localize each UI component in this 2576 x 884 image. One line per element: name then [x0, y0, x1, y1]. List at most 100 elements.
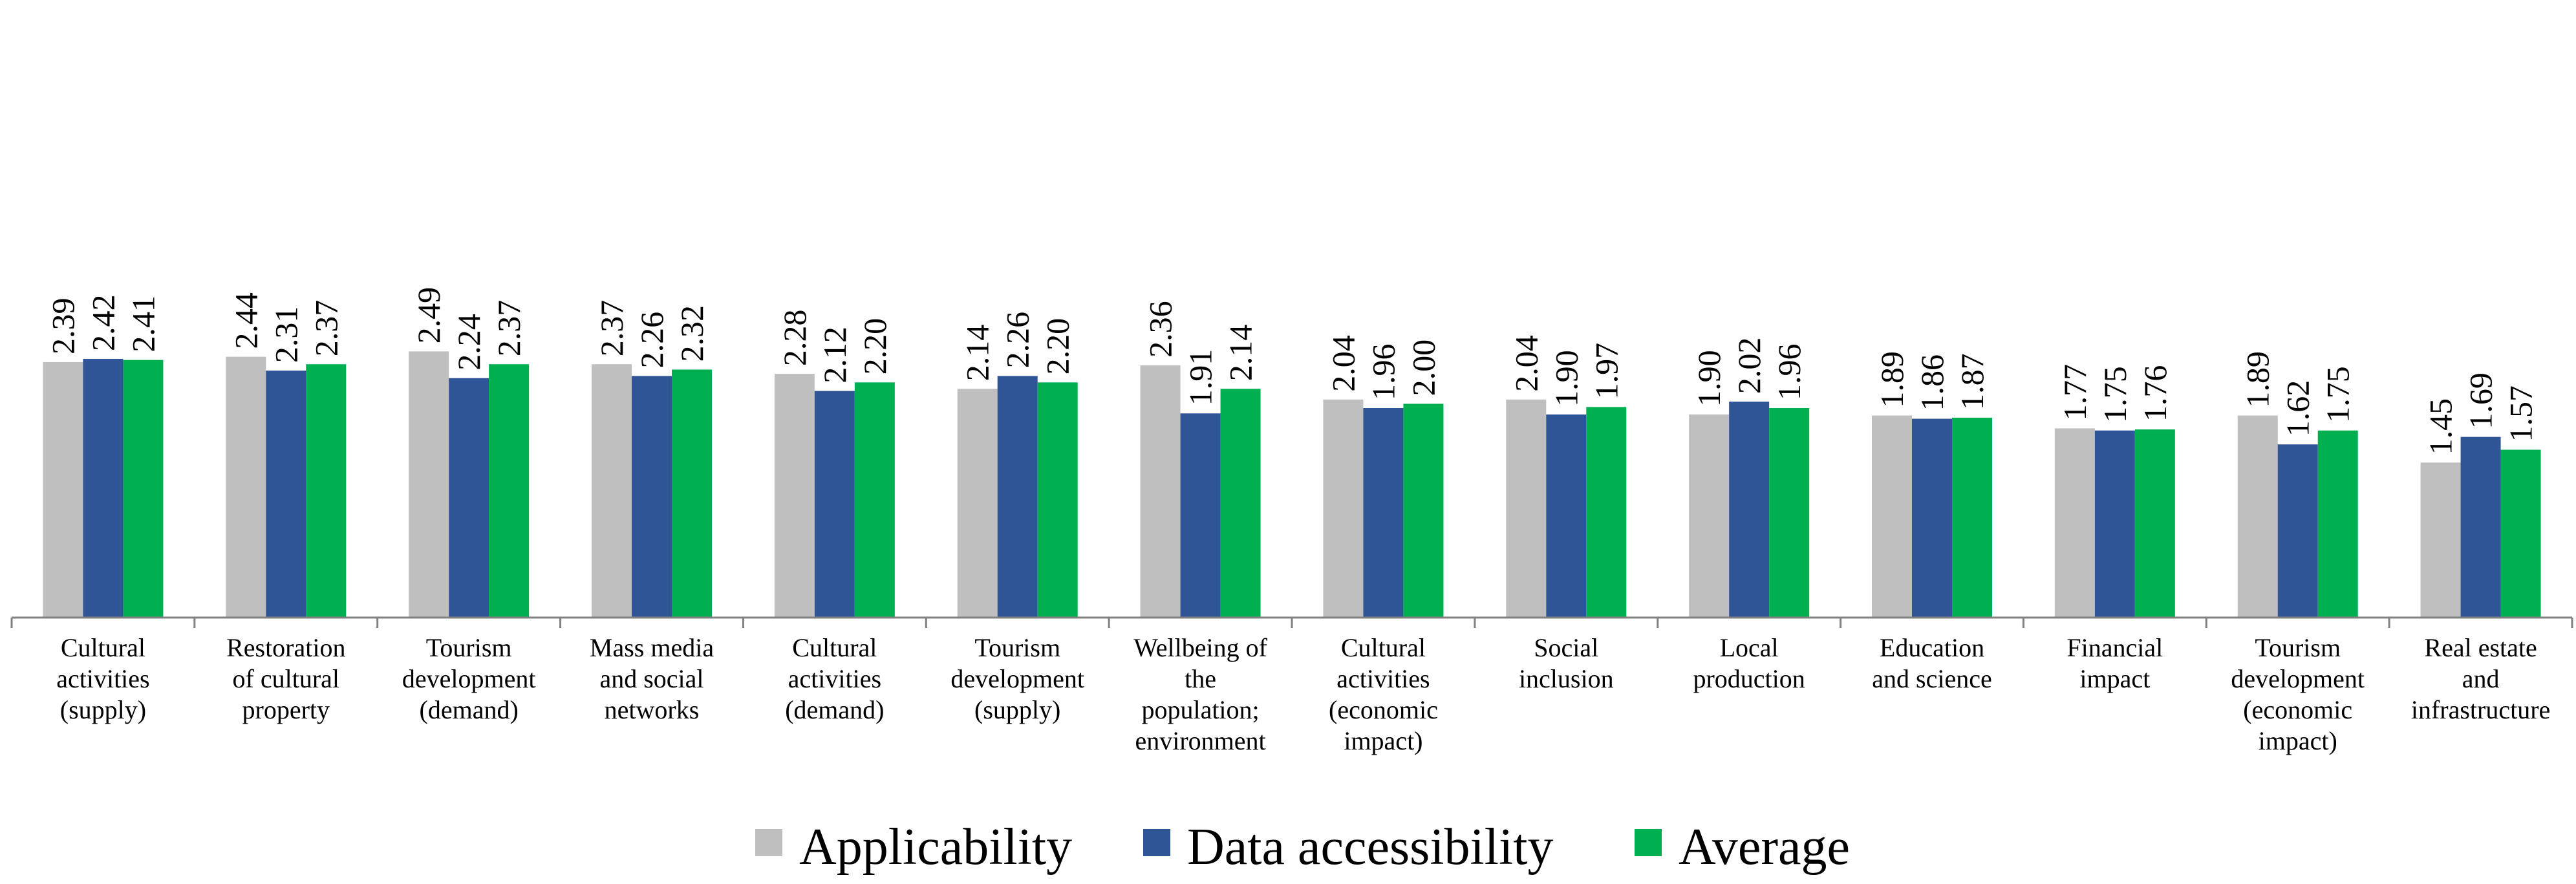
bar-data-accessibility: [1729, 402, 1770, 618]
data-label: 2.28: [777, 310, 813, 367]
bar-data-accessibility: [266, 371, 306, 618]
bar-data-accessibility: [2277, 444, 2318, 618]
data-label: 1.75: [2320, 366, 2356, 423]
data-label: 2.20: [857, 318, 893, 375]
bar-average: [1769, 408, 1810, 618]
bar-applicability: [1323, 399, 1364, 618]
data-label: 2.24: [451, 314, 487, 371]
bar-average: [1037, 382, 1078, 618]
data-label: 2.31: [268, 307, 304, 363]
data-label: 2.12: [817, 327, 853, 383]
bar-data-accessibility: [997, 376, 1038, 618]
data-label: 1.91: [1183, 349, 1219, 406]
data-label: 2.37: [594, 300, 630, 357]
category-label: Wellbeing of the population; environment: [1133, 633, 1267, 755]
bar-data-accessibility: [1546, 414, 1587, 618]
category-label: Cultural activities (demand): [785, 633, 884, 724]
bar-applicability: [592, 364, 632, 618]
category-label: Tourism development (economic impact): [2231, 633, 2365, 755]
bar-average: [123, 360, 164, 618]
category-label: Restoration of cultural property: [226, 633, 345, 724]
legend-swatch: [755, 829, 782, 856]
bar-data-accessibility: [814, 391, 855, 618]
bar-applicability: [1140, 365, 1181, 618]
bar-applicability: [409, 351, 449, 618]
data-label: 1.96: [1771, 344, 1807, 401]
category-label: Cultural activities (economic impact): [1329, 633, 1438, 755]
bar-applicability: [43, 361, 83, 618]
data-label: 2.39: [45, 297, 81, 354]
data-label: 2.04: [1508, 335, 1544, 392]
bar-data-accessibility: [2094, 430, 2135, 618]
bar-data-accessibility: [1180, 413, 1221, 618]
data-label: 1.69: [2463, 372, 2499, 429]
bar-applicability: [957, 389, 998, 618]
bar-data-accessibility: [1912, 418, 1952, 618]
legend-swatch: [1635, 829, 1662, 856]
data-label: 2.26: [1000, 312, 1036, 369]
bar-applicability: [1689, 414, 1730, 618]
bar-applicability: [2054, 428, 2095, 618]
x-axis-ticks: [10, 618, 2573, 628]
bar-average: [1952, 417, 1992, 618]
bar-average: [1403, 404, 1444, 618]
data-label: 2.37: [308, 300, 344, 357]
category-label: Financial impact: [2066, 633, 2163, 693]
bar-applicability: [226, 356, 266, 618]
data-label: 1.75: [2097, 366, 2133, 423]
data-label: 2.32: [674, 305, 710, 362]
bar-data-accessibility: [632, 376, 672, 618]
bar-average: [2500, 449, 2541, 618]
data-label: 1.96: [1365, 344, 1401, 401]
data-labels: 2.39 2.42 2.41 2.44 2.31 2.37 2.49 2.24 2.37 2.37…: [45, 287, 2538, 455]
legend-label: Average: [1679, 819, 1850, 876]
data-label: 1.89: [1874, 351, 1910, 408]
legend-label: Data accessibility: [1187, 819, 1553, 876]
data-label: 1.90: [1548, 350, 1584, 407]
legend-label: Applicability: [799, 819, 1072, 876]
data-label: 2.02: [1731, 338, 1767, 394]
data-label: 1.86: [1914, 354, 1950, 411]
bar-marks: [43, 351, 2541, 618]
data-label: 2.42: [85, 294, 121, 351]
data-label: 2.44: [228, 292, 264, 349]
bar-applicability: [1506, 399, 1547, 618]
data-label: 1.97: [1588, 343, 1624, 400]
data-label: 1.89: [2240, 351, 2276, 408]
data-label: 2.04: [1325, 335, 1361, 392]
bar-average: [1586, 407, 1627, 618]
data-label: 1.77: [2057, 364, 2093, 421]
bar-average: [2134, 429, 2175, 618]
data-label: 1.62: [2280, 380, 2316, 437]
bar-data-accessibility: [2460, 437, 2501, 618]
legend: Applicability Data accessibility Average: [755, 819, 1850, 876]
bar-average: [672, 369, 712, 618]
bar-data-accessibility: [83, 358, 123, 618]
data-label: 2.14: [960, 325, 996, 382]
data-label: 1.87: [1954, 353, 1990, 410]
legend-swatch: [1143, 829, 1170, 856]
bar-applicability: [774, 374, 815, 618]
bar-average: [854, 382, 895, 618]
data-label: 2.36: [1143, 301, 1179, 358]
bar-applicability: [2420, 462, 2461, 618]
category-label: Cultural activities (supply): [56, 633, 149, 724]
category-label: Education and science: [1872, 633, 1991, 693]
bar-average: [489, 364, 530, 618]
bar-average: [2317, 430, 2358, 618]
category-label: Tourism development (demand): [402, 633, 536, 724]
data-label: 2.20: [1040, 318, 1076, 375]
bar-average: [1220, 389, 1261, 618]
category-label: Tourism development (supply): [950, 633, 1084, 724]
data-label: 2.14: [1223, 325, 1259, 382]
bar-average: [306, 364, 347, 618]
data-label: 1.90: [1691, 350, 1727, 407]
category-label: Local production: [1693, 633, 1805, 693]
data-label: 1.57: [2503, 385, 2539, 442]
data-label: 2.49: [411, 287, 447, 344]
data-label: 1.45: [2423, 398, 2459, 455]
data-label: 2.37: [491, 300, 527, 357]
category-label: Mass media and social networks: [590, 633, 714, 724]
category-labels: Cultural activities (supply) Restoration of …: [56, 633, 2550, 755]
